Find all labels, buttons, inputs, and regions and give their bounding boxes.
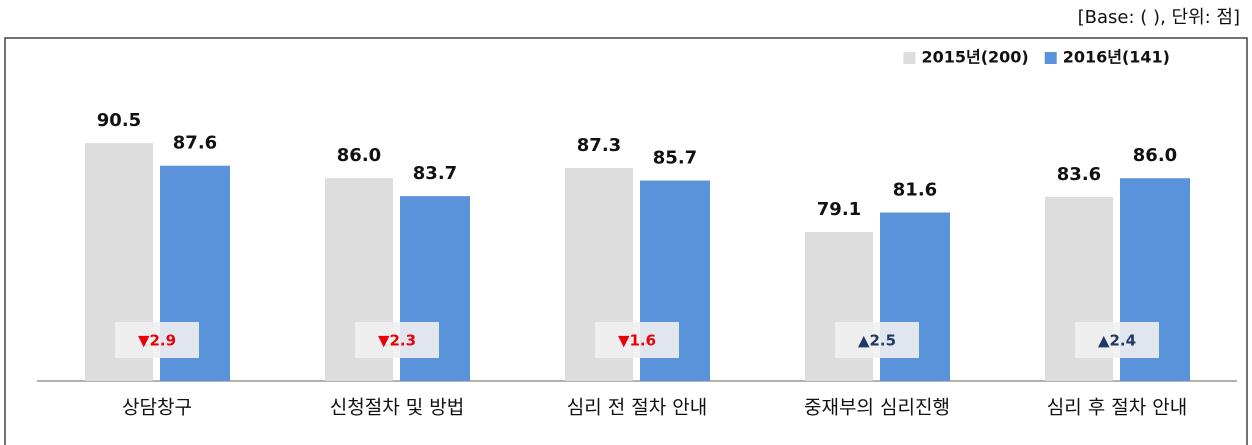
legend-label: 2015년(200): [921, 48, 1028, 67]
x-tick-label: 심리 후 절차 안내: [1047, 397, 1187, 419]
value-label: 86.0: [1133, 145, 1177, 166]
change-label: ▼2.9: [138, 332, 176, 350]
change-label: ▼2.3: [378, 332, 416, 350]
x-tick-label: 심리 전 절차 안내: [567, 397, 707, 419]
legend-label: 2016년(141): [1063, 48, 1170, 67]
bar: [805, 232, 873, 381]
change-box: [115, 322, 199, 358]
change-label: ▲2.4: [1098, 332, 1136, 350]
change-label: ▼1.6: [618, 332, 656, 350]
x-tick-label: 상담창구: [122, 397, 192, 419]
x-tick-label: 중재부의 심리진행: [804, 397, 950, 419]
value-label: 90.5: [97, 110, 141, 131]
value-label: 81.6: [893, 180, 937, 201]
change-label: ▲2.5: [858, 332, 896, 350]
value-label: 83.7: [413, 163, 457, 184]
change-box: [355, 322, 439, 358]
change-box: [835, 322, 919, 358]
x-tick-label: 신청절차 및 방법: [330, 397, 464, 419]
value-label: 87.3: [577, 135, 621, 156]
note: [Base: ( ), 단위: 점]: [1078, 7, 1240, 28]
value-label: 86.0: [337, 145, 381, 166]
value-label: 85.7: [653, 148, 697, 169]
change-box: [595, 322, 679, 358]
value-label: 83.6: [1057, 164, 1101, 185]
legend-swatch: [903, 52, 916, 64]
value-label: 79.1: [817, 199, 861, 220]
change-box: [1075, 322, 1159, 358]
legend-swatch: [1044, 52, 1057, 64]
value-label: 87.6: [173, 133, 217, 154]
